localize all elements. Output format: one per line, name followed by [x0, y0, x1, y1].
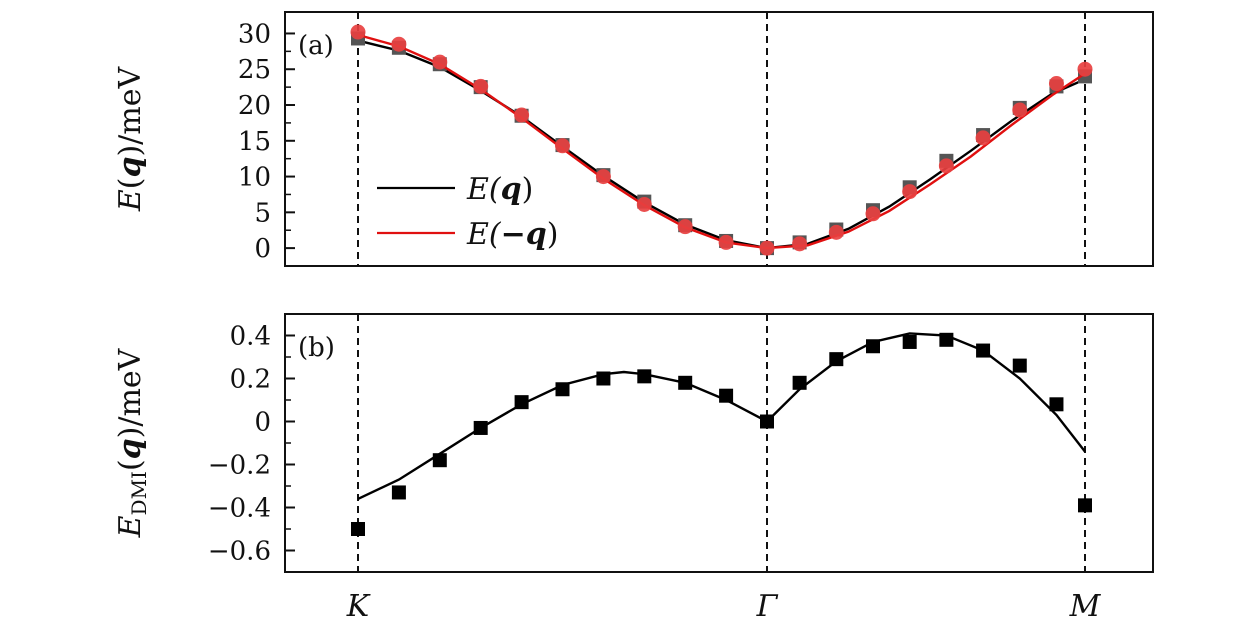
panel-b-series-0-point-14 [902, 334, 917, 349]
panel-b-series-0-point-9 [719, 388, 734, 403]
legend: E(q) E(−q) [377, 172, 558, 252]
panel-b-series-0-point-7 [637, 369, 652, 384]
panel-a-tag: (a) [298, 31, 334, 61]
panel-a-series-1-point-17 [1012, 102, 1028, 118]
panel-b-ytick-label-1: −0.4 [208, 494, 271, 524]
legend-eq-bold: q [501, 172, 522, 207]
panel-a-series-1-point-0 [350, 24, 366, 40]
panel-b-series-0-point-18 [1049, 397, 1064, 412]
panel-b-xtick-label-2: M [1069, 589, 1102, 624]
panel-b-ytick-label-2: −0.2 [208, 451, 271, 481]
panel-a-ytick-label-6: 30 [238, 19, 271, 49]
panel-b-series-0-point-5 [555, 382, 570, 397]
legend-label-eq: E(q) [466, 172, 533, 207]
panel-a-series-1-point-5 [555, 138, 570, 154]
panel-a-ytick-label-2: 10 [238, 163, 271, 193]
panel-a-series-1-point-6 [595, 169, 611, 185]
panel-a-ytick-label-1: 5 [254, 198, 271, 228]
panel-a-ytick-label-5: 25 [238, 55, 271, 85]
panel-b-xtick-label-0: K [346, 589, 371, 624]
panel-b-series-0-point-19 [1078, 498, 1092, 513]
legend-label-eminusq: E(−q) [466, 217, 558, 252]
panel-a-series-1-point-18 [1048, 76, 1064, 92]
panel-b-series-0-point-10 [760, 414, 774, 429]
panel-b-series-0-point-1 [391, 485, 406, 500]
panel-a-ytick-label-0: 0 [254, 234, 271, 264]
panel-a-ylabel: E(q)/meV [113, 66, 148, 213]
panel-a-series-1-point-9 [718, 234, 734, 250]
panel-b-ylabel: EDMI(q)/meV [113, 347, 151, 538]
panel-a-series-1-point-4 [514, 107, 530, 123]
panel-a-series-1-point-11 [792, 236, 808, 252]
panel-b-series-0-point-3 [473, 420, 488, 435]
panel-a-series-1-point-1 [391, 36, 407, 52]
panel-a-series-1-point-2 [432, 54, 448, 70]
panel-a-ytick-label-3: 15 [238, 127, 271, 157]
panel-b-series-0-point-16 [976, 343, 991, 358]
legend-eminusq-suffix: ) [547, 217, 559, 252]
legend-eminusq-bold: −q [501, 217, 547, 252]
panel-a-series-1-point-3 [473, 78, 489, 94]
panel-a-frame [284, 11, 1154, 267]
panel-b-series-0-point-4 [514, 395, 529, 410]
panel-a-series-1-point-15 [938, 158, 954, 174]
panel-a-series-1-point-14 [902, 184, 918, 200]
panel-b-series-0-point-8 [678, 375, 693, 390]
legend-eminusq-prefix: E( [466, 217, 502, 252]
panel-b-series-0-point-2 [432, 453, 447, 468]
panel-a-series-1-point-16 [975, 130, 991, 146]
legend-eq-suffix: ) [522, 172, 534, 207]
panel-b-series-0-point-6 [596, 371, 611, 386]
panel-a-series-1-point-13 [865, 206, 881, 222]
panel-b-series-0-point-11 [792, 375, 807, 390]
panel-a-series-1-point-12 [828, 224, 844, 240]
panel-b-tag: (b) [298, 333, 335, 363]
panel-b-ytick-label-5: 0.4 [230, 322, 271, 352]
panel-b-series-0-point-0 [351, 522, 365, 536]
panel-b-series-0-line [357, 332, 1086, 500]
panel-b-ytick-label-3: 0 [254, 408, 271, 438]
panel-a-series-1-point-10 [759, 240, 775, 256]
panel-a-series-1-point-7 [636, 196, 652, 212]
panel-b: −0.6 −0.4 −0.2 0 0.2 0.4 K Γ M (b) EDMI(q)/meV [113, 313, 1154, 624]
panel-b-series-0-point-12 [829, 352, 844, 367]
panel-b-ytick-label-0: −0.6 [208, 537, 271, 567]
panel-a-series-1-point-8 [677, 219, 693, 235]
panel-a-ytick-label-4: 20 [238, 91, 271, 121]
panel-b-xtick-label-1: Γ [756, 589, 779, 624]
panel-b-series-0-point-15 [939, 332, 954, 347]
panel-b-series-0-point-13 [866, 339, 880, 354]
panel-b-series-0-point-17 [1012, 358, 1027, 373]
panel-a-series-1-point-19 [1077, 61, 1093, 77]
legend-eq-prefix: E( [466, 172, 502, 207]
panel-b-ytick-label-4: 0.2 [230, 365, 271, 395]
panel-b-frame [284, 313, 1154, 573]
